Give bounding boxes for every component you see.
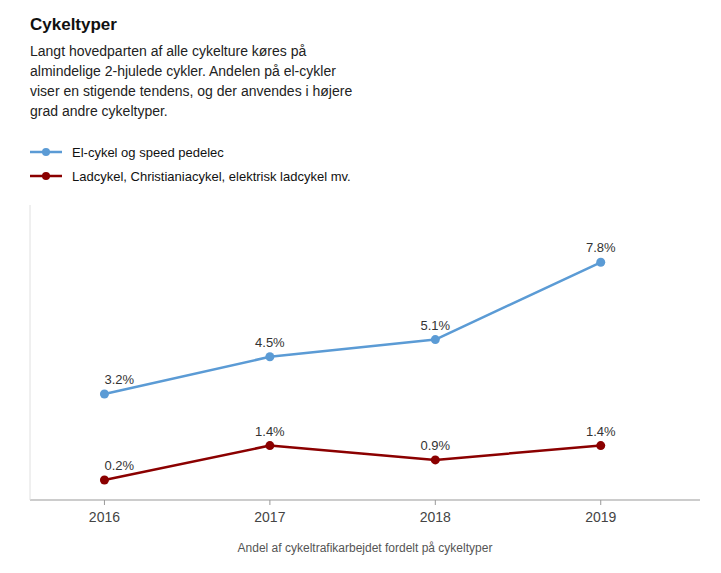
subtitle: Langt hovedparten af alle cykelture køre… bbox=[30, 43, 352, 119]
x-tick-label: 2017 bbox=[254, 509, 285, 525]
legend-marker bbox=[42, 172, 50, 180]
title: Cykeltyper bbox=[30, 15, 117, 34]
point bbox=[100, 475, 109, 484]
point bbox=[431, 455, 440, 464]
data-label: 0.2% bbox=[104, 458, 134, 473]
legend: El-cykel og speed pedelec Ladcykel, Chris… bbox=[30, 145, 351, 184]
legend-label: El-cykel og speed pedelec bbox=[72, 145, 224, 160]
chart: Cykeltyper Langt hovedparten af alle cyke… bbox=[0, 0, 721, 573]
point bbox=[100, 390, 109, 399]
subtitle-line: Langt hovedparten af alle cykelture køre… bbox=[30, 43, 306, 59]
point bbox=[265, 352, 274, 361]
x-axis-line bbox=[30, 500, 700, 501]
point bbox=[596, 258, 605, 267]
legend-label: Ladcykel, Christianiacykel, elektrisk la… bbox=[72, 169, 351, 184]
point bbox=[265, 441, 274, 450]
point bbox=[431, 335, 440, 344]
x-tick bbox=[269, 500, 270, 505]
legend-marker bbox=[42, 148, 50, 156]
subtitle-line: almindelige 2-hjulede cykler. Andelen på… bbox=[30, 63, 336, 79]
data-label: 5.1% bbox=[420, 318, 450, 333]
data-label: 0.9% bbox=[420, 438, 450, 453]
plot-area bbox=[100, 258, 605, 485]
data-label: 7.8% bbox=[586, 240, 616, 255]
x-tick bbox=[600, 500, 601, 505]
subtitle-line: viser en stigende tendens, og der anvend… bbox=[30, 83, 352, 99]
data-label: 1.4% bbox=[586, 424, 616, 439]
x-tick-label: 2018 bbox=[420, 509, 451, 525]
point bbox=[596, 441, 605, 450]
x-tick-label: 2016 bbox=[89, 509, 120, 525]
data-label: 3.2% bbox=[104, 372, 134, 387]
data-label: 4.5% bbox=[255, 335, 285, 350]
series-line bbox=[104, 262, 600, 394]
y-axis-line bbox=[30, 205, 31, 500]
x-tick bbox=[435, 500, 436, 505]
x-tick bbox=[104, 500, 105, 505]
data-labels: 3.2% 4.5% 5.1% 7.8% 0.2% 1.4% 0.9% 1.4% bbox=[104, 240, 616, 473]
x-axis-label: Andel af cykeltrafikarbejdet fordelt på … bbox=[238, 541, 493, 555]
series-line bbox=[104, 446, 600, 480]
x-tick-label: 2019 bbox=[585, 509, 616, 525]
subtitle-line: grad andre cykeltyper. bbox=[30, 103, 168, 119]
data-label: 1.4% bbox=[255, 424, 285, 439]
